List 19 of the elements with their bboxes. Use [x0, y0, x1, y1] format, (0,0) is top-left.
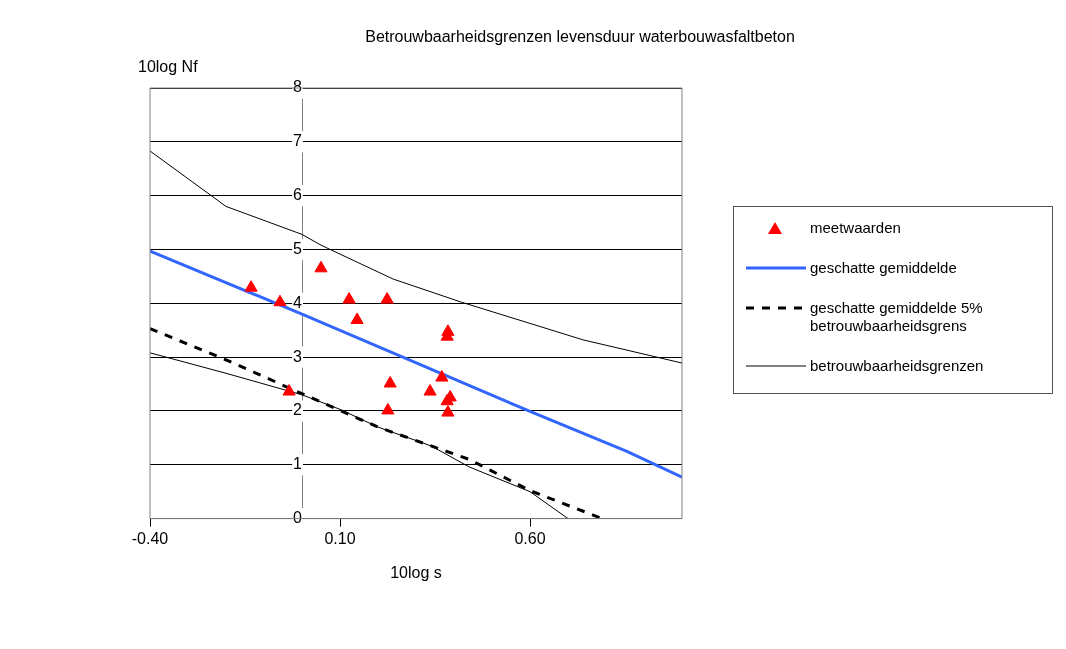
y-tick-label: 6: [293, 186, 303, 204]
y-tick-label: 8: [293, 78, 303, 96]
x-tick-label: 0.60: [514, 529, 546, 547]
legend-label: meetwaarden: [810, 219, 901, 237]
y-tick-label: 1: [293, 455, 303, 473]
y-tick-label: 3: [293, 347, 303, 365]
legend-label: geschatte gemiddelde: [810, 259, 957, 277]
x-axis-title: 10log s: [390, 563, 442, 581]
chart-title: Betrouwbaarheidsgrenzen levensduur waterbouwasfaltbeton: [365, 28, 795, 46]
y-tick-label: 0: [293, 509, 303, 527]
y-axis-title: 10log Nf: [138, 58, 199, 76]
legend-label: betrouwbaarheidsgrenzen: [810, 357, 984, 375]
y-tick-label: 7: [293, 132, 303, 150]
y-tick-label: 4: [293, 293, 303, 311]
x-tick-label: -0.40: [131, 529, 169, 547]
x-tick-label: 0.10: [324, 529, 356, 547]
y-tick-label: 5: [293, 239, 303, 257]
legend-label: geschatte gemiddelde 5% betrouwbaarheidsgrens: [810, 299, 984, 335]
y-tick-label: 2: [293, 401, 303, 419]
